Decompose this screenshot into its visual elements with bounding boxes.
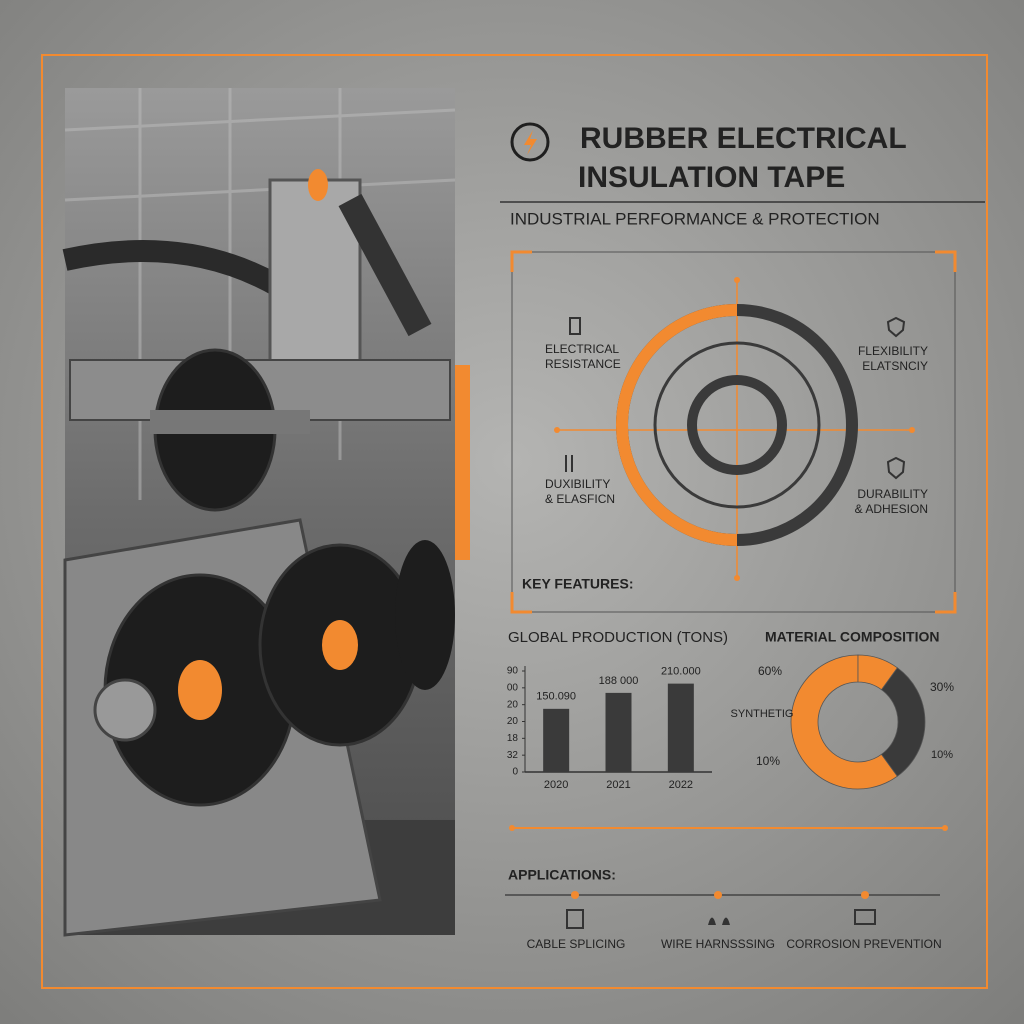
feature-label: ELATSNCIY bbox=[862, 359, 928, 373]
value-label: 60% bbox=[758, 664, 782, 678]
feature-label: & ADHESION bbox=[855, 502, 928, 516]
frame bbox=[41, 54, 988, 989]
x-tick-label: 2021 bbox=[606, 779, 630, 791]
application-label: WIRE HARNSSSING bbox=[661, 937, 775, 951]
feature-label: ELECTRICAL bbox=[545, 342, 619, 356]
value-label: 150.090 bbox=[536, 691, 576, 703]
applications-lines bbox=[505, 825, 948, 929]
y-tick-label: 20 bbox=[507, 699, 519, 710]
bar bbox=[667, 683, 694, 772]
bar bbox=[543, 708, 570, 772]
feature-label: DUXIBILITY bbox=[545, 477, 610, 491]
features-box bbox=[510, 250, 957, 614]
application-label: CORROSION PREVENTION bbox=[786, 937, 941, 951]
y-tick-label: 18 bbox=[507, 733, 519, 744]
feature-label: RESISTANCE bbox=[545, 357, 621, 371]
annotation: 10% bbox=[931, 749, 953, 761]
bolt-icon bbox=[510, 122, 550, 162]
applications-heading: APPLICATIONS: bbox=[508, 867, 616, 883]
value-label: 210.000 bbox=[661, 666, 701, 678]
chart-title: GLOBAL PRODUCTION (TONS) bbox=[508, 629, 728, 646]
subtitle: INDUSTRIAL PERFORMANCE & PROTECTION bbox=[510, 209, 880, 228]
value-label: 188 000 bbox=[599, 675, 639, 687]
annotation: SYNTHETIG bbox=[731, 708, 794, 720]
feature-label: & ELASFICN bbox=[545, 492, 615, 506]
y-tick-label: 20 bbox=[507, 716, 519, 727]
y-tick-label: 90 bbox=[507, 666, 519, 677]
bar bbox=[605, 692, 632, 772]
feature-label: DURABILITY bbox=[857, 487, 928, 501]
feature-label: FLEXIBILITY bbox=[858, 344, 928, 358]
y-tick-label: 00 bbox=[507, 682, 519, 693]
value-label: 30% bbox=[930, 680, 954, 694]
pie-chart: 60% 30% 10% SYNTHETIG 10% bbox=[731, 654, 954, 790]
title: INSULATION TAPE bbox=[578, 161, 845, 194]
application-label: CABLE SPLICING bbox=[527, 937, 626, 951]
chart-title: MATERIAL COMPOSITION bbox=[765, 629, 939, 645]
bolt bbox=[524, 130, 537, 155]
title: RUBBER ELECTRICAL bbox=[580, 122, 907, 155]
x-tick-label: 2022 bbox=[669, 779, 693, 791]
orange-tab bbox=[455, 365, 470, 560]
value-label: 10% bbox=[756, 754, 780, 768]
y-tick-label: 32 bbox=[507, 750, 519, 761]
pie-slice bbox=[790, 654, 898, 790]
pie-slice bbox=[857, 654, 898, 691]
y-tick-label: 0 bbox=[512, 767, 518, 778]
x-tick-label: 2020 bbox=[544, 779, 568, 791]
features-heading: KEY FEATURES: bbox=[522, 576, 634, 592]
factory-photo bbox=[62, 88, 456, 937]
